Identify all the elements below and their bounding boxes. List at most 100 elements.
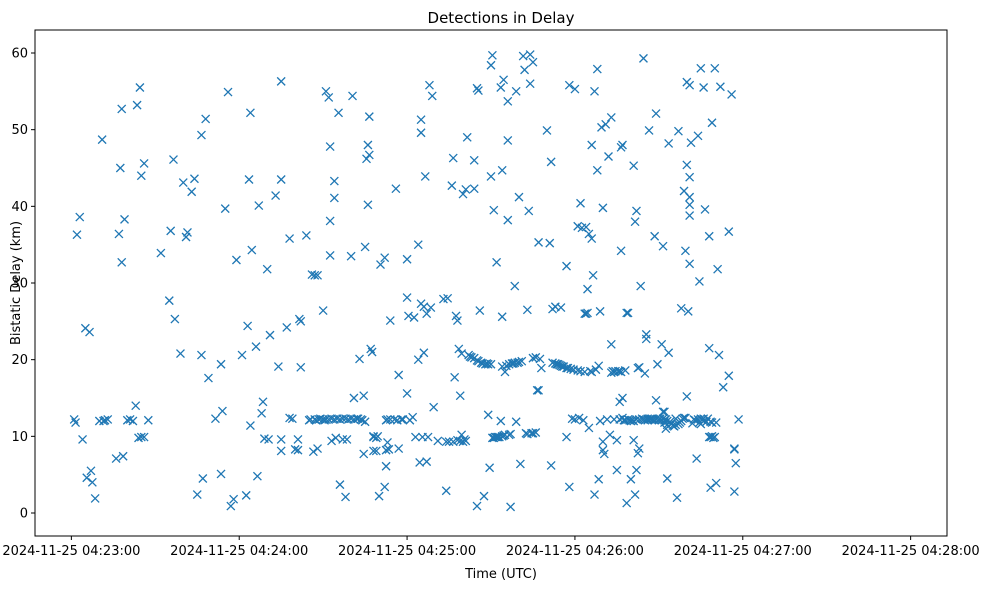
data-point [359,449,369,459]
data-point [276,446,286,456]
data-point [198,474,208,483]
data-point [360,417,370,427]
data-point [685,80,695,90]
data-point [710,432,720,442]
data-point [422,457,432,467]
data-point [237,350,247,360]
data-point [308,447,318,457]
data-point [685,211,695,220]
data-point [503,96,513,106]
data-point [711,418,721,427]
data-point [115,163,125,173]
data-point [532,385,542,395]
data-point [685,172,695,182]
data-point [335,480,345,490]
data-point [562,432,571,442]
data-point [164,296,174,306]
data-point [97,135,107,145]
data-point [640,369,650,378]
data-point [630,490,640,500]
data-point [243,321,253,331]
data-point [170,314,180,324]
data-point [86,466,96,476]
data-point [355,354,364,364]
data-point [444,437,454,447]
data-point [651,395,661,405]
data-point [682,392,692,401]
data-point [639,53,648,63]
data-point [457,349,467,358]
data-point [241,490,251,500]
data-point [457,430,467,440]
data-point [397,415,406,424]
data-point [644,125,654,135]
data-point [231,255,241,265]
data-point [680,413,690,423]
data-point [128,416,138,426]
data-point [424,80,434,90]
data-point [546,461,556,470]
data-point [542,125,552,135]
data-point [287,414,297,424]
data-point [178,178,188,188]
data-point [626,474,636,484]
data-point [441,486,451,496]
data-point [580,309,590,319]
data-point [166,226,176,236]
data-point [342,434,352,444]
data-point [217,406,227,416]
data-point [731,458,741,468]
data-point [196,350,206,360]
data-point [285,234,295,243]
data-point [734,415,744,424]
data-point [618,393,627,403]
data-point [469,155,479,165]
data-point [265,330,275,340]
data-point [276,175,286,184]
data-point [176,349,185,358]
data-point [183,227,192,237]
data-point [650,231,660,241]
data-point [349,393,359,403]
data-point [229,494,239,504]
data-point [503,215,513,225]
data-point [630,217,640,227]
data-point [416,128,426,138]
data-point [588,270,598,280]
data-point [472,501,482,511]
data-point [590,490,599,500]
data-point [525,79,535,89]
data-point [273,362,283,372]
data-point [528,428,538,438]
data-point [469,184,479,194]
data-point [528,57,538,67]
data-point [587,140,597,150]
data-point [685,200,695,210]
data-point [606,112,616,122]
data-point [125,415,135,424]
data-point [473,86,483,96]
data-point [383,438,392,447]
data-point [262,264,272,274]
data-point [443,293,453,303]
data-point [622,308,632,318]
data-point [455,391,465,401]
data-point [686,138,696,148]
data-point [659,407,669,417]
data-point [501,361,511,371]
data-point [111,454,121,464]
y-axis: 0 10 20 30 40 50 60 [11,47,35,522]
data-point [479,491,489,501]
data-point [583,308,592,318]
data-point [374,491,384,501]
x-tick-label: 2024-11-25 04:27:00 [674,544,812,559]
data-point [499,75,509,85]
data-point [641,334,651,344]
data-point [483,410,493,420]
data-point [402,254,412,264]
data-point [433,436,443,446]
data-point [226,501,236,511]
data-point [367,347,377,357]
data-point [462,132,472,142]
data-point [729,487,739,496]
